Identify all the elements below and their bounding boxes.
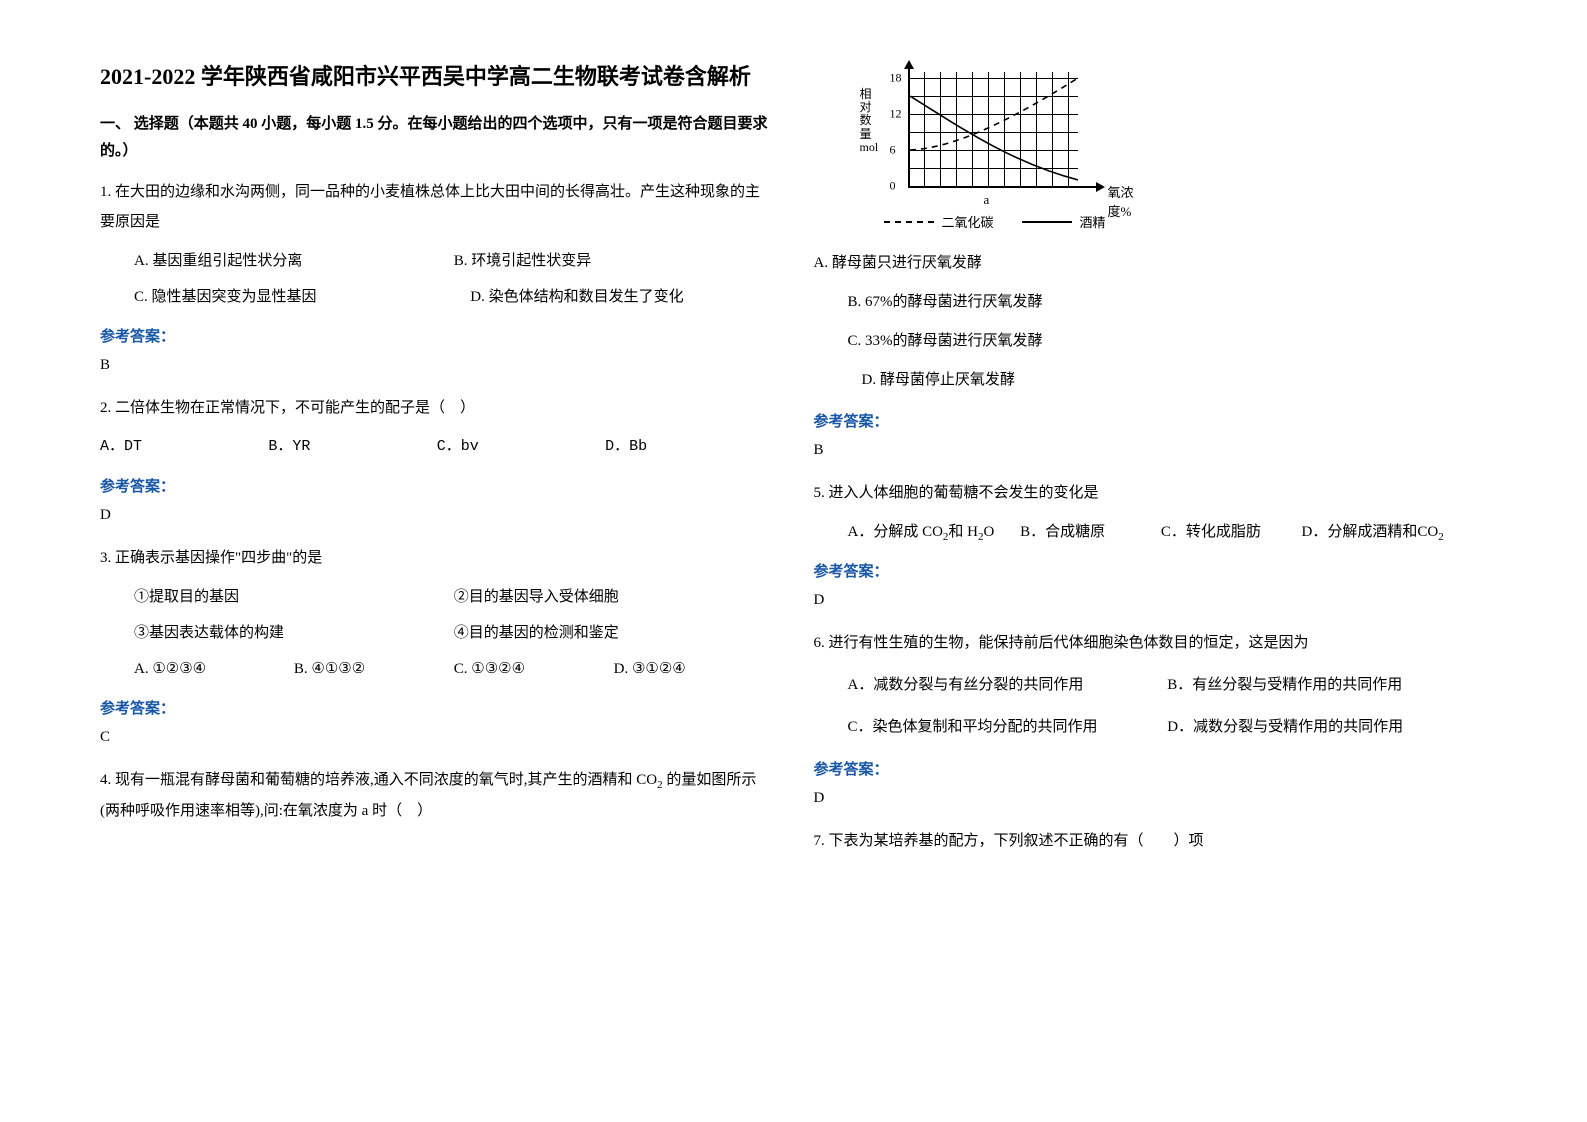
q5-options: A．分解成 CO2和 H2O B．合成糖原 C．转化成脂肪 D．分解成酒精和CO… (814, 514, 1488, 550)
q6-stem: 6. 进行有性生殖的生物，能保持前后代体细胞染色体数目的恒定，这是因为 (814, 628, 1488, 658)
q5-answer: D (814, 587, 1488, 614)
legend: 二氧化碳 酒精 (884, 212, 1106, 231)
q3-line2b: ④目的基因的检测和鉴定 (454, 615, 774, 651)
q3-lines: ①提取目的基因 ②目的基因导入受体细胞 ③基因表达载体的构建 ④目的基因的检测和… (100, 579, 774, 687)
q5-opt-a: A．分解成 CO2和 H2O (848, 514, 1021, 550)
curve-co2 (910, 78, 1078, 150)
q4-stem: 4. 现有一瓶混有酵母菌和葡萄糖的培养液,通入不同浓度的氧气时,其产生的酒精和 … (100, 765, 774, 826)
q4-opt-d: D. 酵母菌停止厌氧发酵 (814, 361, 1488, 400)
curve-alcohol (910, 96, 1078, 180)
q2-opt-c: C．bv (437, 429, 605, 465)
q6-opt-d: D．减数分裂与受精作用的共同作用 (1167, 706, 1487, 748)
q5-opt-b: B．合成糖原 (1020, 514, 1161, 550)
answer-label: 参考答案： (100, 697, 774, 718)
answer-label: 参考答案： (814, 758, 1488, 779)
right-column: 相对数量mol 18 12 6 (794, 60, 1508, 1082)
q4-answer: B (814, 437, 1488, 464)
ytick-0: 0 (890, 179, 896, 194)
q4-options: A. 酵母菌只进行厌氧发酵 B. 67%的酵母菌进行厌氧发酵 C. 33%的酵母… (814, 244, 1488, 400)
q5-opt-d: D．分解成酒精和CO2 (1302, 514, 1487, 550)
q3-line2a: ③基因表达载体的构建 (134, 615, 454, 651)
q6-options: A．减数分裂与有丝分裂的共同作用 B．有丝分裂与受精作用的共同作用 C．染色体复… (814, 664, 1488, 748)
chart-curves (910, 72, 1078, 186)
q3-line1a: ①提取目的基因 (134, 579, 454, 615)
q6-opt-a: A．减数分裂与有丝分裂的共同作用 (848, 664, 1168, 706)
q7-stem: 7. 下表为某培养基的配方，下列叙述不正确的有（ ）项 (814, 826, 1488, 856)
q4-opt-b: B. 67%的酵母菌进行厌氧发酵 (814, 283, 1488, 322)
q1-opt-d: D. 染色体结构和数目发生了变化 (470, 279, 683, 315)
exam-title: 2021-2022 学年陕西省咸阳市兴平西吴中学高二生物联考试卷含解析 (100, 60, 774, 93)
answer-label: 参考答案： (100, 475, 774, 496)
q5-opt-a-pre: A．分解成 CO (848, 524, 943, 540)
x-axis (908, 186, 1098, 188)
ytick-6: 6 (890, 143, 896, 158)
q1-stem: 1. 在大田的边缘和水沟两侧，同一品种的小麦植株总体上比大田中间的长得高壮。产生… (100, 177, 774, 237)
q2-answer: D (100, 502, 774, 529)
q3-stem: 3. 正确表示基因操作"四步曲"的是 (100, 543, 774, 573)
answer-label: 参考答案： (814, 560, 1488, 581)
sub2c: 2 (1438, 531, 1444, 543)
q5-stem: 5. 进入人体细胞的葡萄糖不会发生的变化是 (814, 478, 1488, 508)
section-heading: 一、 选择题（本题共 40 小题，每小题 1.5 分。在每小题给出的四个选项中，… (100, 111, 774, 165)
q4-opt-a: A. 酵母菌只进行厌氧发酵 (814, 244, 1488, 283)
left-column: 2021-2022 学年陕西省咸阳市兴平西吴中学高二生物联考试卷含解析 一、 选… (80, 60, 794, 1082)
q1-opt-a: A. 基因重组引起性状分离 (134, 243, 454, 279)
q1-opt-c: C. 隐性基因突变为显性基因 (100, 279, 317, 315)
q1-options-2: C. 隐性基因突变为显性基因 D. 染色体结构和数目发生了变化 (100, 279, 774, 315)
legend-dash-icon (884, 221, 934, 223)
q4-stem-part-a: 4. 现有一瓶混有酵母菌和葡萄糖的培养液,通入不同浓度的氧气时,其产生的酒精和 … (100, 772, 657, 788)
q2-options: A．DT B．YR C．bv D．Bb (100, 429, 774, 465)
q6-opt-b: B．有丝分裂与受精作用的共同作用 (1167, 664, 1487, 706)
q2-stem: 2. 二倍体生物在正常情况下，不可能产生的配子是（ ） (100, 393, 774, 423)
q5-opt-c: C．转化成脂肪 (1161, 514, 1302, 550)
ytick-12: 12 (890, 107, 902, 122)
q3-opt-a: A. ①②③④ (134, 651, 294, 687)
q6-answer: D (814, 785, 1488, 812)
legend-co2: 二氧化碳 (942, 212, 994, 231)
q1-options: A. 基因重组引起性状分离 B. 环境引起性状变异 (100, 243, 774, 279)
q5-opt-a-post: O (984, 524, 995, 540)
q4-figure: 相对数量mol 18 12 6 (854, 60, 1154, 230)
legend-alcohol: 酒精 (1080, 212, 1106, 231)
q1-answer: B (100, 352, 774, 379)
q5-opt-d-pre: D．分解成酒精和CO (1302, 524, 1439, 540)
y-axis-title: 相对数量mol (860, 88, 874, 154)
answer-label: 参考答案： (814, 410, 1488, 431)
q3-opt-c: C. ①③②④ (454, 651, 614, 687)
q2-opt-a: A．DT (100, 429, 268, 465)
q6-opt-c: C．染色体复制和平均分配的共同作用 (848, 706, 1168, 748)
q1-opt-b: B. 环境引起性状变异 (454, 243, 774, 279)
q2-opt-b: B．YR (268, 429, 436, 465)
q2-opt-d: D．Bb (605, 429, 773, 465)
y-axis-arrow-icon (904, 60, 914, 69)
q3-line1b: ②目的基因导入受体细胞 (454, 579, 774, 615)
q3-opt-d: D. ③①②④ (614, 651, 774, 687)
ytick-18: 18 (890, 71, 902, 86)
a-label: a (984, 192, 990, 208)
answer-label: 参考答案： (100, 325, 774, 346)
q4-opt-c: C. 33%的酵母菌进行厌氧发酵 (814, 322, 1488, 361)
x-axis-arrow-icon (1096, 182, 1105, 192)
q3-opt-b: B. ④①③② (294, 651, 454, 687)
q3-answer: C (100, 724, 774, 751)
exam-page: 2021-2022 学年陕西省咸阳市兴平西吴中学高二生物联考试卷含解析 一、 选… (0, 0, 1587, 1122)
x-axis-title: 氧浓度% (1108, 182, 1154, 220)
legend-solid-icon (1022, 221, 1072, 223)
q5-opt-a-mid: 和 H (948, 524, 978, 540)
